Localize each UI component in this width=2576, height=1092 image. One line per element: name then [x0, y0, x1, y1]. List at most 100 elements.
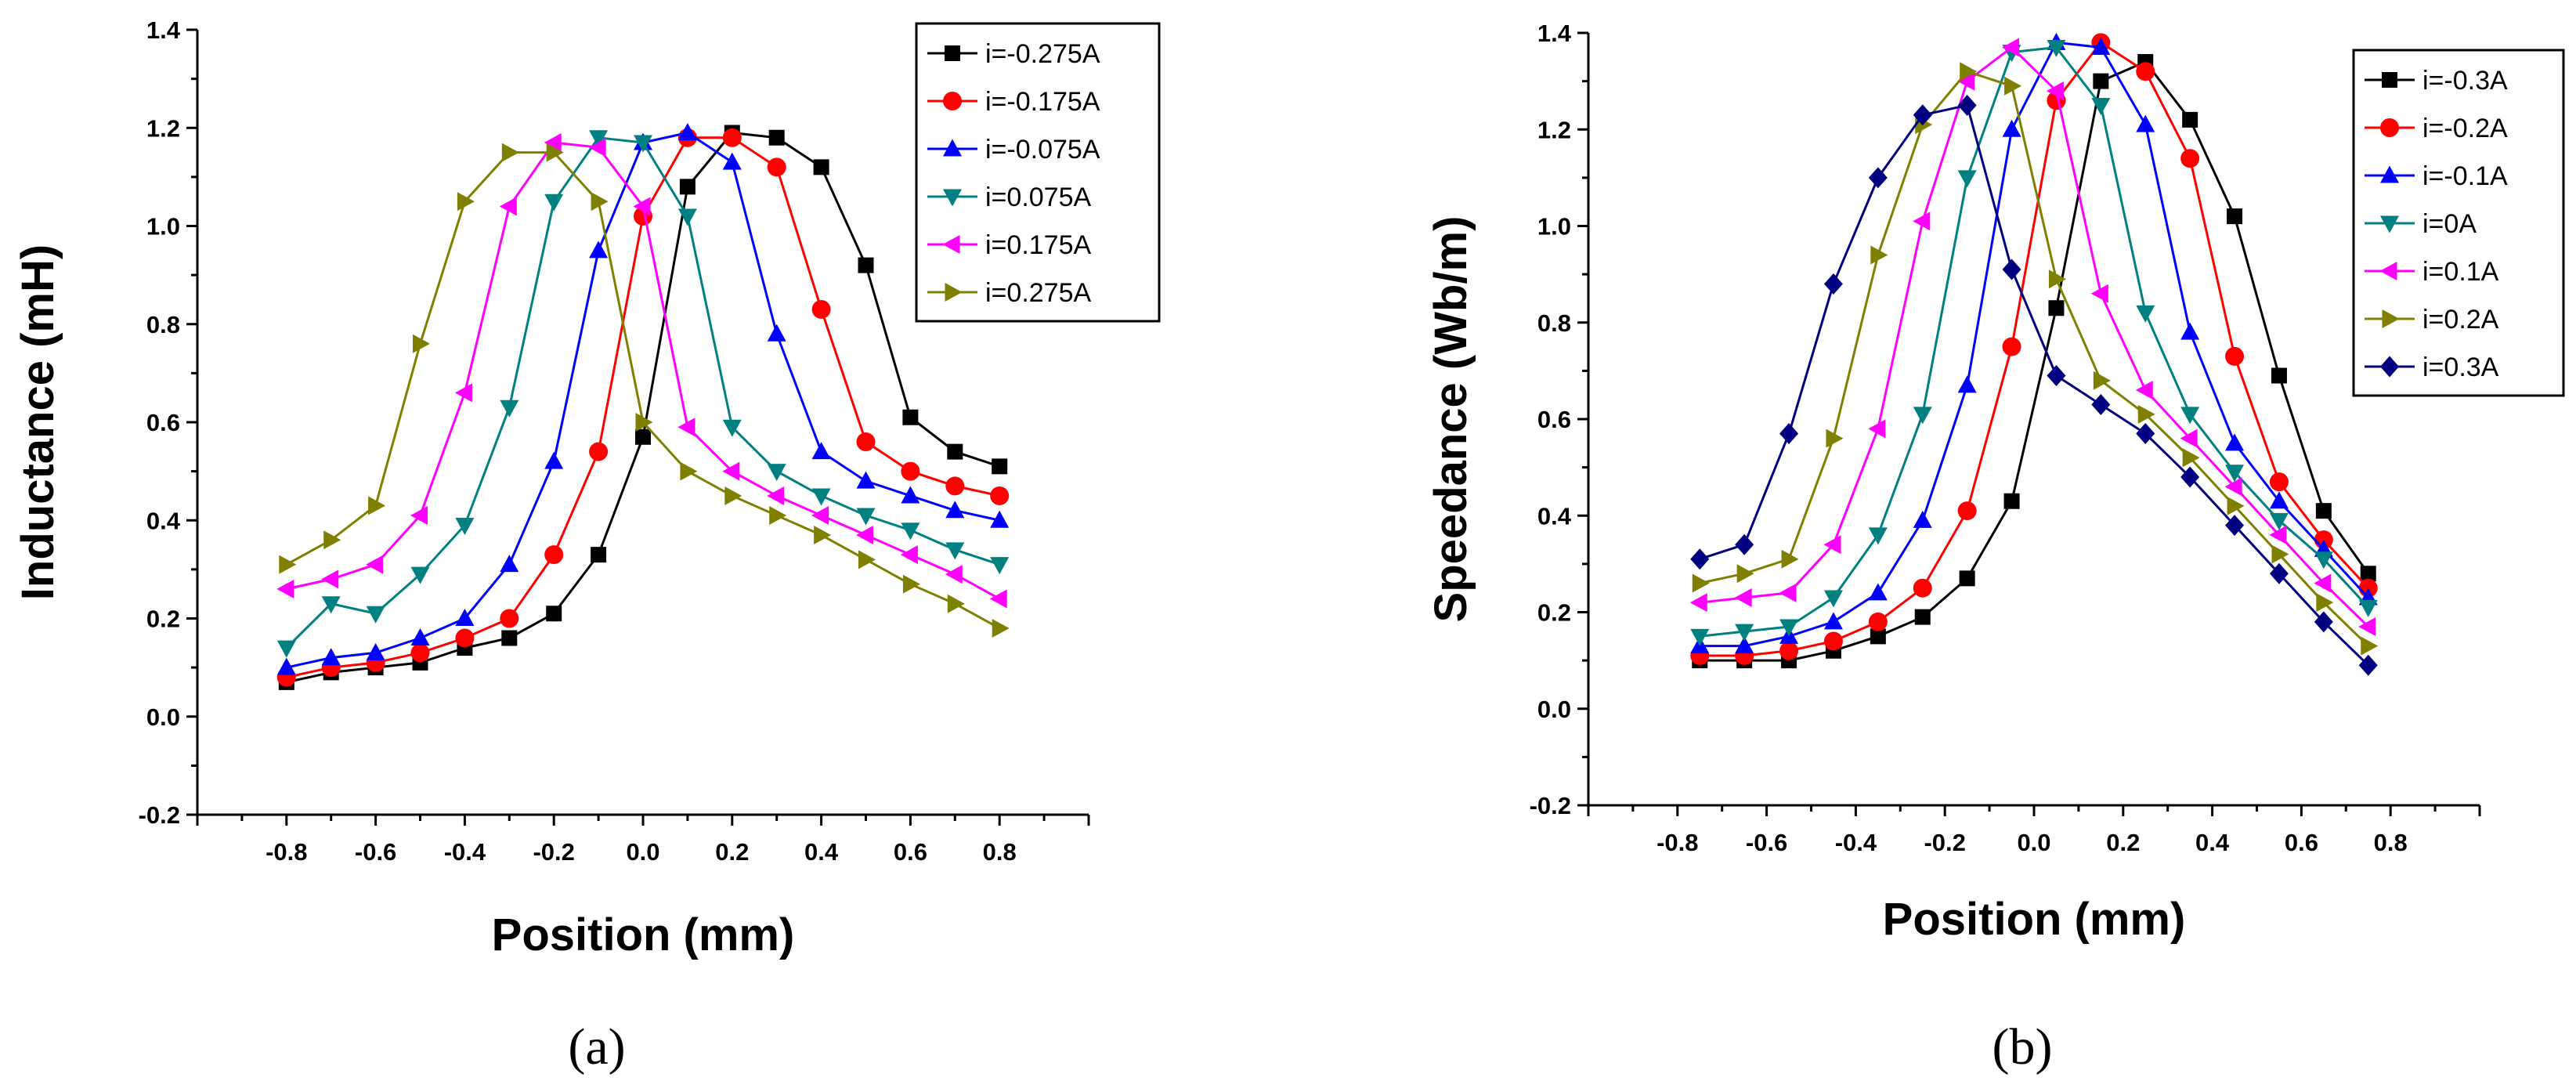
data-point-s6-p4: [1868, 167, 1888, 189]
data-point-s5-p10: [2137, 404, 2155, 424]
data-point-s0-p7: [2003, 493, 2020, 509]
data-point-s0-p6: [1959, 570, 1975, 587]
data-point-s4-p2: [366, 555, 384, 574]
data-point-s4-p14: [2314, 573, 2332, 593]
data-point-s3-p6: [544, 193, 564, 212]
legend-marker-2: [943, 139, 962, 157]
x-tick-label: 0.2: [715, 838, 749, 866]
data-point-s2-p1: [321, 648, 341, 666]
data-point-s4-p8: [633, 197, 651, 216]
legend-marker-0: [2382, 72, 2397, 88]
x-tick-label: -0.8: [266, 838, 307, 866]
data-point-s0-p7: [591, 547, 607, 563]
data-point-s1-p16: [990, 486, 1010, 505]
legend-marker-5: [2382, 309, 2400, 328]
data-point-s1-p4: [455, 628, 475, 648]
data-point-s0-p5: [1914, 609, 1931, 625]
data-point-s4-p4: [454, 383, 472, 403]
data-point-s0-p14: [902, 409, 919, 425]
y-tick-label: 1.2: [146, 114, 180, 142]
data-point-s5-p6: [546, 143, 564, 162]
legend-label-0: i=-0.3A: [2422, 66, 2508, 96]
data-point-s3-p14: [2314, 551, 2333, 570]
series-line-1: [1700, 41, 2369, 657]
data-point-s0-p14: [2315, 503, 2332, 519]
data-point-s5-p1: [1736, 564, 1754, 584]
legend-label-3: i=0A: [2422, 209, 2477, 239]
data-point-s6-p15: [2358, 654, 2378, 676]
legend-label-5: i=0.2A: [2422, 305, 2499, 334]
data-point-s1-p10: [2136, 62, 2155, 81]
y-axis-title: Speedance (Wb/m): [1425, 216, 1476, 623]
data-point-s1-p11: [767, 157, 786, 177]
data-point-s2-p11: [767, 324, 786, 342]
data-point-s4-p15: [945, 565, 963, 584]
data-point-s5-p13: [2271, 544, 2289, 564]
data-point-s3-p14: [901, 522, 920, 541]
data-point-s4-p5: [499, 197, 517, 216]
data-point-s6-p12: [2225, 515, 2245, 537]
legend-marker-6: [2380, 356, 2399, 378]
data-point-s1-p2: [1779, 641, 1799, 660]
data-point-s4-p10: [722, 461, 740, 481]
data-point-s3-p9: [2091, 97, 2111, 115]
data-point-s4-p13: [2269, 525, 2287, 544]
data-point-s4-p6: [1957, 71, 1975, 91]
data-point-s1-p10: [722, 128, 742, 147]
data-point-s2-p11: [2180, 322, 2200, 340]
data-point-s1-p7: [589, 442, 609, 461]
data-point-s6-p14: [2314, 611, 2333, 633]
data-point-s3-p11: [767, 464, 786, 482]
legend-marker-0: [945, 45, 960, 61]
data-point-s5-p8: [635, 413, 653, 432]
data-point-s2-p1: [1735, 636, 1754, 654]
legend-label-1: i=-0.2A: [2422, 114, 2508, 143]
x-tick-label: 0.2: [2106, 829, 2140, 856]
legend-label-2: i=-0.075A: [985, 135, 1100, 165]
legend-box: [915, 22, 1161, 323]
data-point-s2-p7: [589, 240, 609, 259]
series-line-5: [1699, 70, 2369, 647]
data-point-s2-p10: [2136, 114, 2155, 132]
x-tick-label: -0.4: [444, 838, 486, 866]
data-point-s0-p13: [858, 257, 874, 273]
data-point-s4-p1: [321, 570, 339, 589]
data-point-s0-p8: [635, 428, 651, 445]
data-point-s5-p8: [2048, 269, 2066, 289]
data-point-s1-p13: [2269, 472, 2289, 492]
data-point-s1-p3: [1823, 631, 1843, 651]
data-point-s2-p5: [1913, 510, 1932, 528]
data-point-s2-p4: [455, 609, 475, 626]
data-point-s4-p7: [2002, 38, 2020, 57]
data-point-s2-p3: [410, 628, 430, 646]
data-point-s1-p5: [500, 609, 519, 628]
data-point-s5-p0: [1692, 573, 1710, 593]
data-point-s2-p3: [1823, 612, 1843, 630]
data-point-s5-p13: [858, 550, 876, 570]
data-point-s3-p3: [410, 566, 430, 584]
x-tick-label: -0.6: [1746, 829, 1787, 856]
legend-label-4: i=0.175A: [985, 230, 1091, 260]
data-point-s6-p8: [2047, 365, 2066, 387]
data-point-s5-p9: [2093, 371, 2111, 390]
data-point-s4-p3: [1823, 535, 1841, 555]
data-point-s5-p2: [368, 496, 386, 515]
data-point-s5-p5: [501, 143, 519, 162]
x-tick-label: -0.2: [1924, 829, 1965, 856]
data-point-s2-p12: [2225, 433, 2245, 451]
data-point-s5-p9: [680, 461, 698, 481]
data-point-s1-p6: [1957, 501, 1977, 521]
y-tick-label: 0.4: [146, 507, 181, 534]
data-point-s4-p9: [2090, 284, 2108, 303]
data-point-s4-p4: [1868, 419, 1886, 439]
y-tick-label: 0.0: [1537, 696, 1571, 723]
data-point-s0-p6: [546, 606, 562, 622]
data-point-s0-p15: [2360, 566, 2376, 582]
data-point-s1-p14: [901, 461, 920, 481]
legend-marker-1: [943, 92, 962, 110]
data-point-s3-p7: [589, 130, 609, 148]
data-point-s3-p1: [1735, 624, 1754, 642]
data-point-s4-p15: [2358, 617, 2376, 636]
data-point-s0-p15: [947, 443, 963, 460]
legend-label-5: i=0.275A: [985, 278, 1091, 308]
